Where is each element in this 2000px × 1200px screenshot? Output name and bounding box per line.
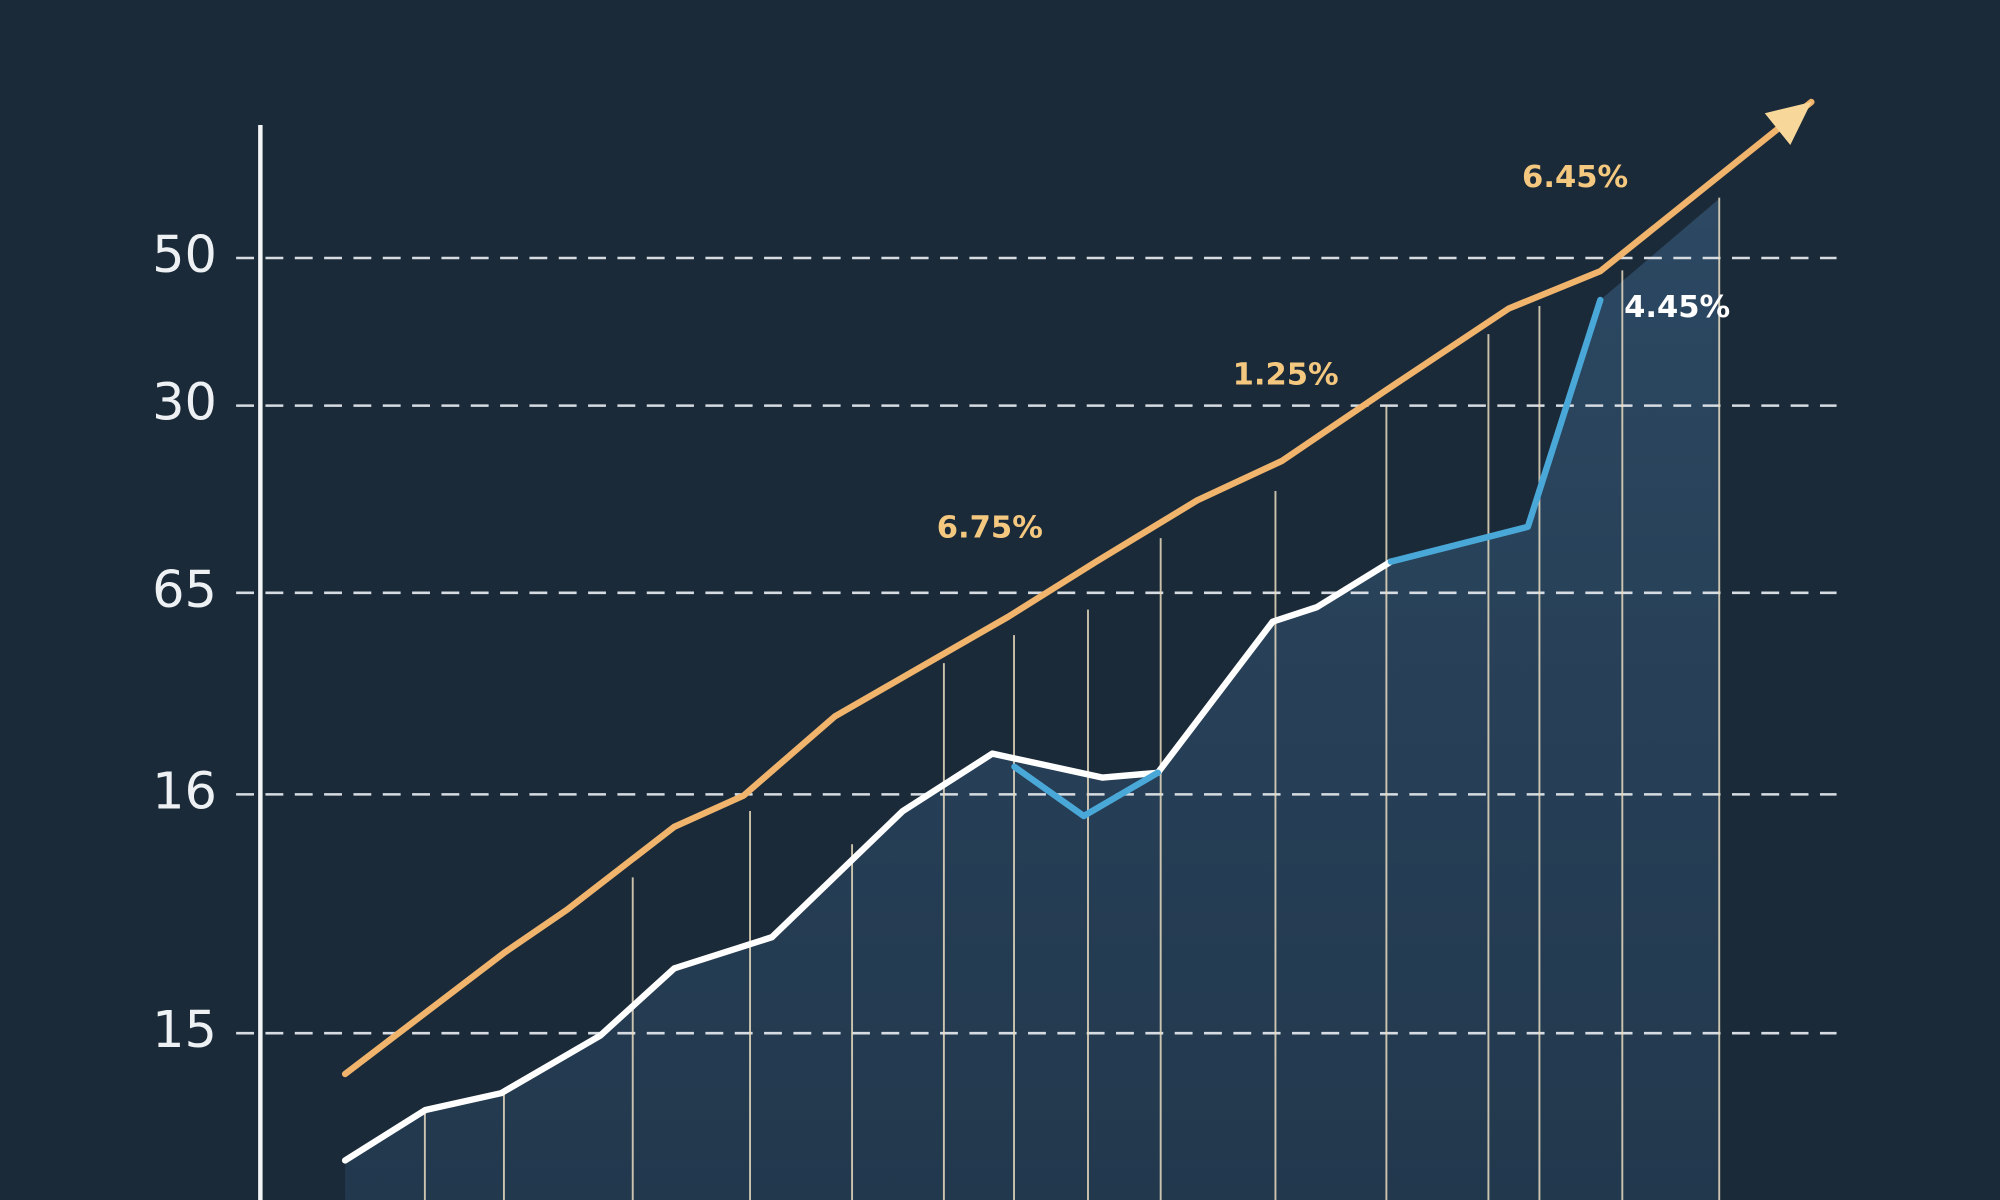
y-tick-label: 16 [152, 762, 217, 821]
annotation: 6.45% [1522, 160, 1628, 195]
annotation: 6.75% [937, 511, 1043, 546]
arrow-head [1764, 102, 1812, 146]
line [1011, 296, 1604, 820]
line [341, 558, 1395, 1164]
y-tick-label: 50 [152, 226, 217, 285]
y-tick-label: 65 [152, 561, 217, 620]
area [345, 198, 1721, 1200]
y-tick-label: 15 [152, 1001, 217, 1060]
y-tick-label: 30 [152, 374, 217, 433]
annotation: 4.45% [1624, 290, 1730, 325]
line [341, 98, 1815, 1078]
annotation: 1.25% [1233, 358, 1339, 393]
